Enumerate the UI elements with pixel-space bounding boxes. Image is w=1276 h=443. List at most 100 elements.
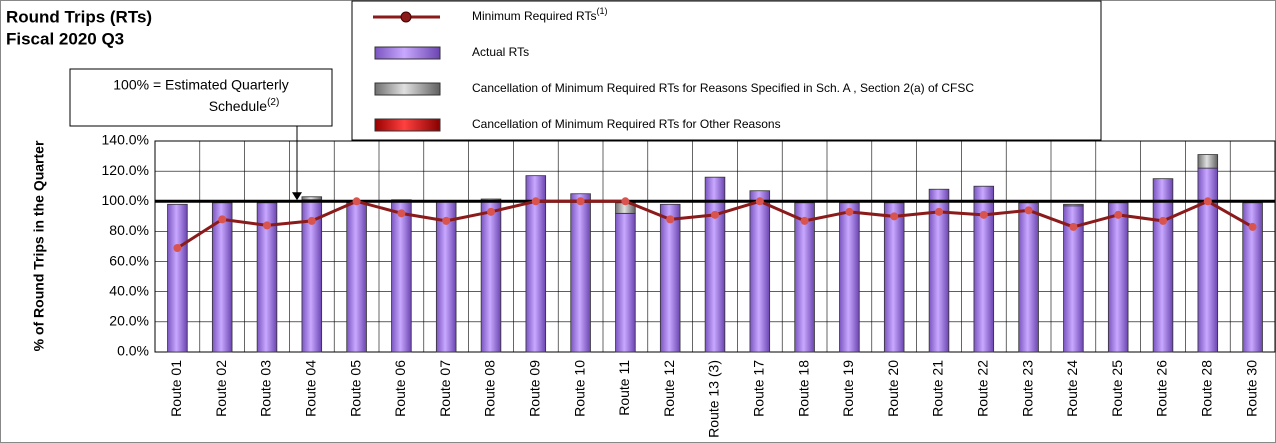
legend-box (351, 0, 1102, 141)
x-tick-label: Route 12 (661, 360, 677, 417)
x-tick-label: Route 03 (258, 360, 274, 417)
x-tick-label: Route 18 (795, 360, 811, 417)
bar (1242, 202, 1263, 353)
bar (704, 176, 726, 353)
x-tick-label: Route 13 (3) (706, 360, 722, 438)
bar (928, 188, 950, 353)
x-tick-label: Route 08 (482, 360, 498, 417)
line-marker (442, 216, 451, 225)
bar (973, 185, 995, 353)
x-tick-label: Route 21 (930, 360, 946, 417)
y-axis-label: % of Round Trips in the Quarter (31, 140, 47, 351)
x-tick-label: Route 05 (347, 360, 363, 417)
line-marker (576, 197, 585, 206)
line-marker (890, 212, 899, 221)
bar (794, 202, 815, 353)
line-marker (711, 210, 719, 219)
annotation-text: 100% = Estimated Quarterly (113, 77, 288, 93)
line-marker (1203, 197, 1212, 206)
x-tick-label: Route 04 (303, 360, 319, 417)
bar (346, 202, 367, 353)
line-marker (397, 209, 406, 218)
legend-superscript: (1) (596, 6, 607, 16)
bar (615, 212, 636, 353)
legend-label: Minimum Required RTs(1) (472, 6, 607, 23)
x-tick-label: Route 02 (213, 360, 229, 417)
legend-text: Cancellation of Minimum Required RTs for… (472, 117, 781, 131)
annotation-superscript: (2) (267, 97, 279, 108)
x-tick-label: Route 17 (751, 360, 767, 417)
legend-marker (400, 11, 412, 23)
annotation-arrowhead (292, 192, 302, 201)
annotation-box (69, 68, 333, 127)
bar (1063, 203, 1084, 207)
y-tick-label: 120.0% (102, 162, 149, 178)
bar (1197, 154, 1219, 169)
annotation-text2: Schedule (209, 98, 268, 114)
line-marker (531, 197, 540, 206)
x-tick-label: Route 09 (527, 360, 543, 417)
y-tick-label: 80.0% (109, 222, 149, 238)
bar (256, 202, 278, 353)
bar (391, 199, 412, 353)
x-tick-label: Route 07 (437, 360, 453, 417)
legend-swatch (374, 118, 441, 132)
y-tick-label: 60.0% (109, 252, 149, 268)
line-marker (755, 197, 764, 206)
y-tick-label: 140.0% (102, 132, 149, 148)
annotation-text: Schedule(2) (209, 97, 280, 114)
legend-text: Minimum Required RTs (472, 9, 596, 23)
line-marker (935, 207, 943, 216)
y-tick-label: 100.0% (102, 192, 149, 208)
bar (211, 202, 233, 353)
bar (1152, 178, 1174, 353)
line-marker (1024, 206, 1033, 215)
x-tick-label: Route 22 (975, 360, 991, 417)
bar (1197, 167, 1219, 353)
x-tick-label: Route 10 (571, 360, 587, 417)
line-marker (845, 207, 854, 216)
bar (167, 203, 188, 353)
legend-text: Cancellation of Minimum Required RTs for… (472, 81, 974, 95)
legend-label: Cancellation of Minimum Required RTs for… (472, 81, 974, 95)
x-tick-label: Route 30 (1243, 360, 1259, 417)
legend-swatch (374, 46, 441, 60)
bar (749, 190, 771, 353)
legend-swatch (374, 82, 441, 96)
y-tick-label: 20.0% (109, 313, 149, 329)
line-marker (487, 207, 495, 216)
line-marker (1114, 210, 1123, 219)
bar (525, 175, 547, 353)
line-marker (352, 197, 361, 206)
title-line: Round Trips (RTs) (6, 7, 152, 26)
x-tick-label: Route 24 (1064, 360, 1080, 417)
line-marker (979, 210, 988, 219)
bar (839, 202, 860, 353)
line-marker (1159, 216, 1167, 225)
line-marker (1069, 222, 1078, 231)
x-tick-label: Route 23 (1019, 360, 1035, 417)
x-tick-label: Route 11 (616, 360, 632, 416)
x-tick-label: Route 06 (392, 360, 408, 417)
bar (301, 196, 323, 201)
x-tick-label: Route 01 (168, 360, 184, 417)
bar (1018, 202, 1039, 353)
y-tick-label: 0.0% (117, 343, 149, 359)
x-tick-label: Route 26 (1154, 360, 1170, 417)
bar (480, 200, 502, 353)
x-tick-label: Route 25 (1109, 360, 1125, 417)
line-marker (800, 216, 809, 225)
line-marker (307, 216, 316, 225)
x-tick-label: Route 20 (885, 360, 901, 417)
legend-label: Actual RTs (472, 45, 529, 59)
line-marker (173, 244, 182, 253)
y-tick-label: 40.0% (109, 282, 149, 298)
legend-label: Cancellation of Minimum Required RTs for… (472, 117, 781, 131)
bar (1107, 202, 1129, 353)
bar (883, 202, 905, 353)
x-tick-label: Route 19 (840, 360, 856, 417)
line-marker (218, 215, 227, 224)
x-tick-label: Route 28 (1199, 360, 1215, 417)
title-line: Fiscal 2020 Q3 (6, 29, 124, 48)
